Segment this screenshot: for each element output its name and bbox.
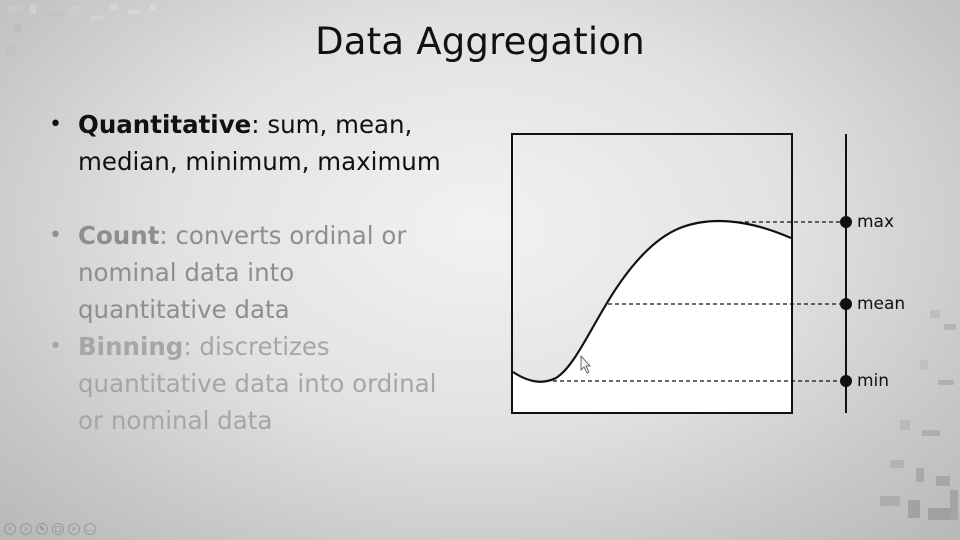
min-label: min bbox=[857, 371, 889, 391]
slides-icon[interactable]: ▢ bbox=[52, 523, 64, 535]
bullet-count: • Count: converts ordinal or nominal dat… bbox=[44, 217, 444, 328]
pen-icon[interactable]: ✎ bbox=[36, 523, 48, 535]
bullet-term: Binning bbox=[78, 332, 184, 361]
data-curve bbox=[512, 219, 792, 383]
bullet-dot: • bbox=[49, 223, 62, 248]
bullet-dot: • bbox=[49, 112, 62, 137]
decorative-pattern-bottom-right bbox=[860, 300, 960, 540]
max-marker bbox=[840, 216, 852, 228]
next-icon[interactable]: › bbox=[20, 523, 32, 535]
bullet-term: Count bbox=[78, 221, 160, 250]
more-icon[interactable]: … bbox=[84, 523, 96, 535]
curve-fill bbox=[513, 221, 791, 412]
bullet-text: : converts ordinal or nominal data into … bbox=[78, 221, 407, 324]
presenter-toolbar: ‹ › ✎ ▢ ⌕ … bbox=[4, 523, 96, 535]
bullet-term: Quantitative bbox=[78, 110, 252, 139]
max-label: max bbox=[857, 212, 894, 232]
mean-label: mean bbox=[857, 294, 905, 314]
bullet-dot: • bbox=[49, 334, 62, 359]
bullet-binning: • Binning: discretizes quantitative data… bbox=[44, 328, 444, 439]
bullet-text: : sum, mean, median, minimum, maximum bbox=[78, 110, 441, 176]
mouse-cursor-icon bbox=[580, 354, 591, 374]
min-marker bbox=[840, 375, 852, 387]
mean-marker bbox=[840, 298, 852, 310]
zoom-icon[interactable]: ⌕ bbox=[68, 523, 80, 535]
bullet-quantitative: • Quantitative: sum, mean, median, minim… bbox=[44, 106, 444, 217]
prev-icon[interactable]: ‹ bbox=[4, 523, 16, 535]
decorative-pattern-top-left bbox=[0, 0, 200, 110]
bullet-list: • Quantitative: sum, mean, median, minim… bbox=[44, 106, 444, 439]
diagram-box bbox=[511, 133, 793, 414]
bullet-text: : discretizes quantitative data into ord… bbox=[78, 332, 437, 435]
slide-title: Data Aggregation bbox=[315, 20, 645, 63]
